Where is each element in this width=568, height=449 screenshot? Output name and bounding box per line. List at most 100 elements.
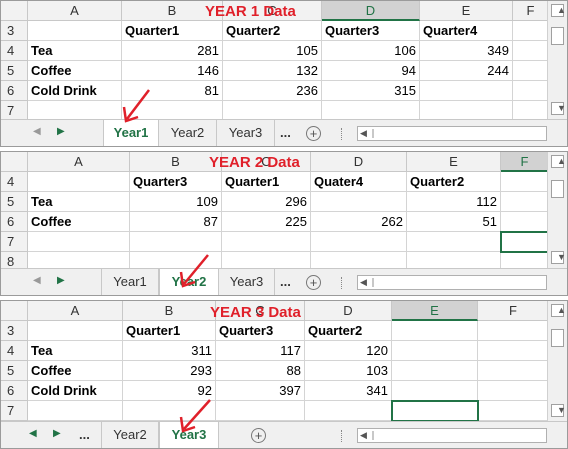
cell[interactable]: [392, 381, 478, 401]
prev-sheet-icon[interactable]: ◀: [29, 428, 37, 439]
scroll-up-button[interactable]: ▲: [551, 155, 566, 168]
cell[interactable]: Quarter1: [222, 172, 311, 192]
scroll-up-button[interactable]: ▲: [551, 304, 566, 317]
cell[interactable]: Tea: [28, 192, 130, 212]
cell[interactable]: 311: [123, 341, 216, 361]
col-header-d[interactable]: D: [311, 152, 407, 172]
prev-sheet-icon[interactable]: ◀: [33, 126, 41, 137]
cell[interactable]: Coffee: [28, 212, 130, 232]
cell[interactable]: [513, 21, 549, 41]
cell[interactable]: [223, 101, 322, 121]
cell[interactable]: [130, 232, 222, 252]
cell[interactable]: Quarter3: [130, 172, 222, 192]
tab-year3[interactable]: Year3: [219, 269, 275, 295]
cell[interactable]: [28, 232, 130, 252]
cell[interactable]: 146: [122, 61, 223, 81]
horizontal-scrollbar[interactable]: ◀: [357, 126, 547, 141]
more-sheets-button[interactable]: ...: [280, 274, 291, 289]
cell[interactable]: Quarter2: [305, 321, 392, 341]
col-header-e[interactable]: E: [392, 301, 478, 321]
cell[interactable]: [311, 192, 407, 212]
row-header[interactable]: 3: [1, 21, 28, 41]
cell[interactable]: [501, 192, 549, 212]
col-header-a[interactable]: A: [28, 301, 123, 321]
cell[interactable]: Coffee: [28, 361, 123, 381]
tab-year2[interactable]: Year2: [159, 269, 219, 295]
scroll-up-button[interactable]: ▲: [551, 4, 566, 17]
col-header-b[interactable]: B: [123, 301, 216, 321]
row-header[interactable]: 4: [1, 41, 28, 61]
scroll-left-icon[interactable]: ◀: [360, 430, 367, 440]
cell[interactable]: [478, 341, 549, 361]
cell[interactable]: Tea: [28, 341, 123, 361]
cell[interactable]: Cold Drink: [28, 81, 122, 101]
row-header[interactable]: 6: [1, 81, 28, 101]
cell[interactable]: 92: [123, 381, 216, 401]
cell[interactable]: 236: [223, 81, 322, 101]
col-header-e[interactable]: E: [407, 152, 501, 172]
cell[interactable]: [216, 401, 305, 421]
col-header-d[interactable]: D: [322, 1, 420, 21]
cell[interactable]: Coffee: [28, 61, 122, 81]
horizontal-scrollbar[interactable]: ◀: [357, 428, 547, 443]
row-header[interactable]: 5: [1, 361, 28, 381]
cell[interactable]: [28, 21, 122, 41]
next-sheet-icon[interactable]: ▶: [57, 126, 65, 137]
col-header-c[interactable]: C: [223, 1, 322, 21]
row-header[interactable]: 7: [1, 232, 28, 252]
col-header-a[interactable]: A: [28, 152, 130, 172]
tab-year2[interactable]: Year2: [159, 120, 217, 146]
cell[interactable]: Quarter2: [407, 172, 501, 192]
row-header[interactable]: 6: [1, 212, 28, 232]
cell[interactable]: 120: [305, 341, 392, 361]
cell[interactable]: Tea: [28, 41, 122, 61]
cell[interactable]: 132: [223, 61, 322, 81]
select-all-corner[interactable]: [1, 1, 28, 21]
cell[interactable]: [478, 361, 549, 381]
cell[interactable]: [513, 61, 549, 81]
cell[interactable]: 81: [122, 81, 223, 101]
cell[interactable]: 51: [407, 212, 501, 232]
scroll-down-button[interactable]: ▼: [551, 251, 566, 264]
col-header-c[interactable]: C: [216, 301, 305, 321]
cell[interactable]: [420, 81, 513, 101]
cell[interactable]: [478, 401, 549, 421]
scroll-thumb[interactable]: [372, 431, 374, 440]
cell[interactable]: [392, 361, 478, 381]
cell[interactable]: 103: [305, 361, 392, 381]
vertical-scrollbar[interactable]: ▲ ▼: [547, 1, 567, 119]
cell[interactable]: 262: [311, 212, 407, 232]
cell[interactable]: 341: [305, 381, 392, 401]
cell[interactable]: [305, 401, 392, 421]
cell[interactable]: 112: [407, 192, 501, 212]
cell[interactable]: [28, 401, 123, 421]
cell[interactable]: [222, 232, 311, 252]
tab-year3[interactable]: Year3: [217, 120, 275, 146]
cell[interactable]: [28, 101, 122, 121]
select-all-corner[interactable]: [1, 301, 28, 321]
add-sheet-icon[interactable]: +: [251, 428, 266, 443]
select-all-corner[interactable]: [1, 152, 28, 172]
tab-year1[interactable]: Year1: [103, 120, 159, 146]
cell[interactable]: [311, 232, 407, 252]
scroll-down-button[interactable]: ▼: [551, 102, 566, 115]
tab-year2[interactable]: Year2: [101, 422, 159, 448]
cell[interactable]: 293: [123, 361, 216, 381]
row-header[interactable]: 6: [1, 381, 28, 401]
cell[interactable]: Quarter3: [322, 21, 420, 41]
col-header-f[interactable]: F: [513, 1, 549, 21]
cell[interactable]: 296: [222, 192, 311, 212]
more-sheets-button[interactable]: ...: [280, 125, 291, 140]
cell[interactable]: Quarter1: [122, 21, 223, 41]
col-header-a[interactable]: A: [28, 1, 122, 21]
cell[interactable]: [420, 101, 513, 121]
cell[interactable]: [28, 172, 130, 192]
cell[interactable]: [501, 172, 549, 192]
scroll-thumb[interactable]: [372, 129, 374, 138]
scroll-thumb[interactable]: [551, 329, 564, 347]
tab-year1[interactable]: Year1: [101, 269, 159, 295]
cell[interactable]: 244: [420, 61, 513, 81]
cell[interactable]: 94: [322, 61, 420, 81]
cell[interactable]: 106: [322, 41, 420, 61]
row-header[interactable]: 5: [1, 61, 28, 81]
